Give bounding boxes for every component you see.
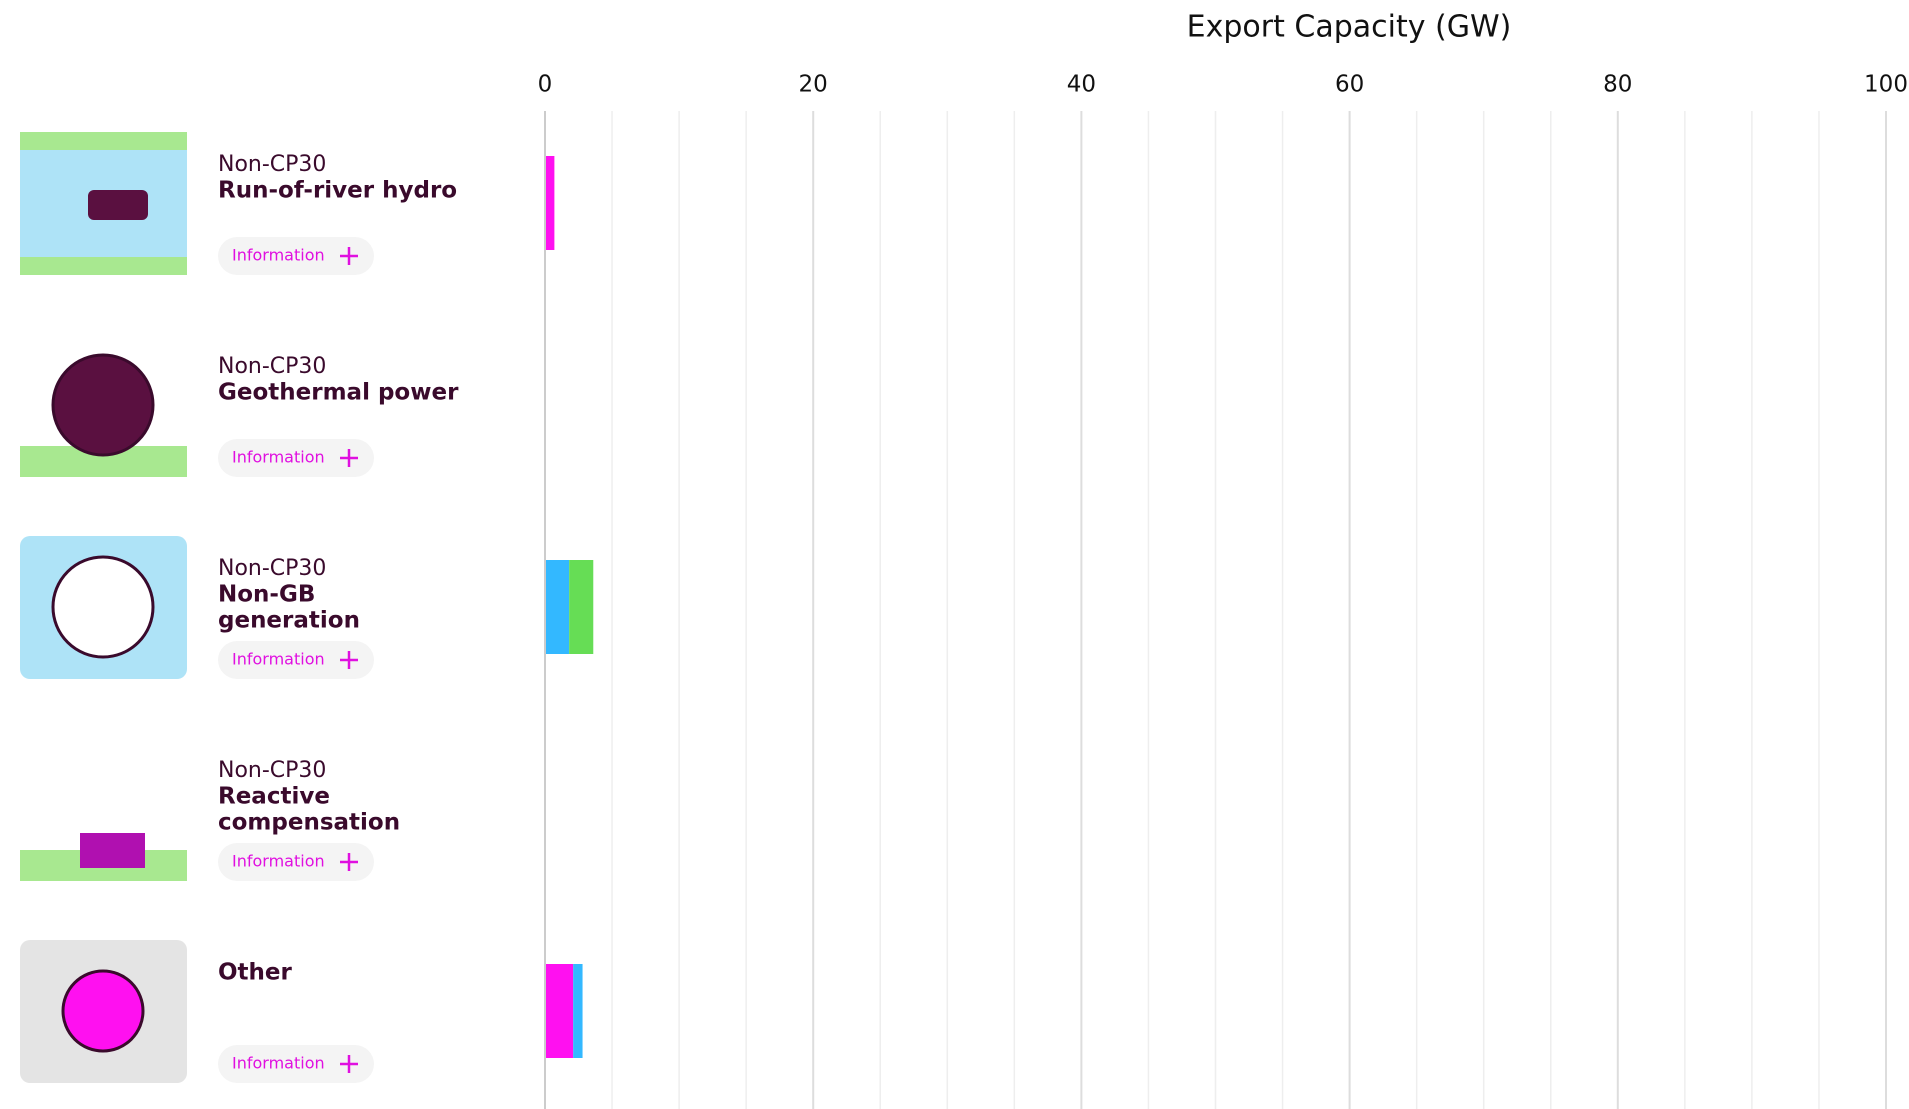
row-group: Non-CP30	[218, 354, 326, 379]
info-button[interactable]	[218, 1045, 374, 1083]
bar	[545, 560, 570, 654]
row-name: Non-GB	[218, 582, 315, 608]
info-button-label[interactable]: Information	[232, 1054, 325, 1073]
row-name: Run-of-river hydro	[218, 178, 457, 204]
row-name: Reactive	[218, 784, 330, 810]
info-button-label[interactable]: Information	[232, 246, 325, 265]
info-button-label[interactable]: Information	[232, 448, 325, 467]
icon-panel	[80, 833, 145, 868]
info-button-label[interactable]: Information	[232, 650, 325, 669]
icon-symbol	[61, 969, 145, 1053]
row-name: compensation	[218, 810, 400, 836]
icon-symbol	[51, 555, 155, 659]
bar	[569, 560, 594, 654]
icon-turbine	[88, 190, 148, 220]
x-tick-label: 60	[1335, 72, 1364, 98]
info-plus	[340, 1055, 358, 1073]
row-name: Geothermal power	[218, 380, 459, 406]
x-tick-label: 100	[1864, 72, 1908, 98]
icon-symbol	[51, 353, 155, 457]
info-button[interactable]	[218, 439, 374, 477]
row-name: Other	[218, 960, 293, 986]
x-tick-label: 20	[799, 72, 828, 98]
row-group: Non-CP30	[218, 152, 326, 177]
bar	[545, 964, 574, 1058]
info-button[interactable]	[218, 237, 374, 275]
info-plus	[340, 247, 358, 265]
icon-bank	[20, 132, 187, 150]
axis-title: Export Capacity (GW)	[1187, 10, 1512, 45]
info-plus	[340, 853, 358, 871]
bar	[573, 964, 583, 1058]
row-name: generation	[218, 608, 360, 634]
info-plus	[340, 651, 358, 669]
icon-bank	[20, 257, 187, 275]
info-button[interactable]	[218, 843, 374, 881]
info-plus	[340, 449, 358, 467]
row-group: Non-CP30	[218, 556, 326, 581]
info-button[interactable]	[218, 641, 374, 679]
bar	[545, 156, 555, 250]
icon	[20, 738, 187, 881]
x-tick-label: 40	[1067, 72, 1096, 98]
row-group: Non-CP30	[218, 758, 326, 783]
info-button-label[interactable]: Information	[232, 852, 325, 871]
x-tick-label: 0	[538, 72, 553, 98]
x-tick-label: 80	[1603, 72, 1632, 98]
